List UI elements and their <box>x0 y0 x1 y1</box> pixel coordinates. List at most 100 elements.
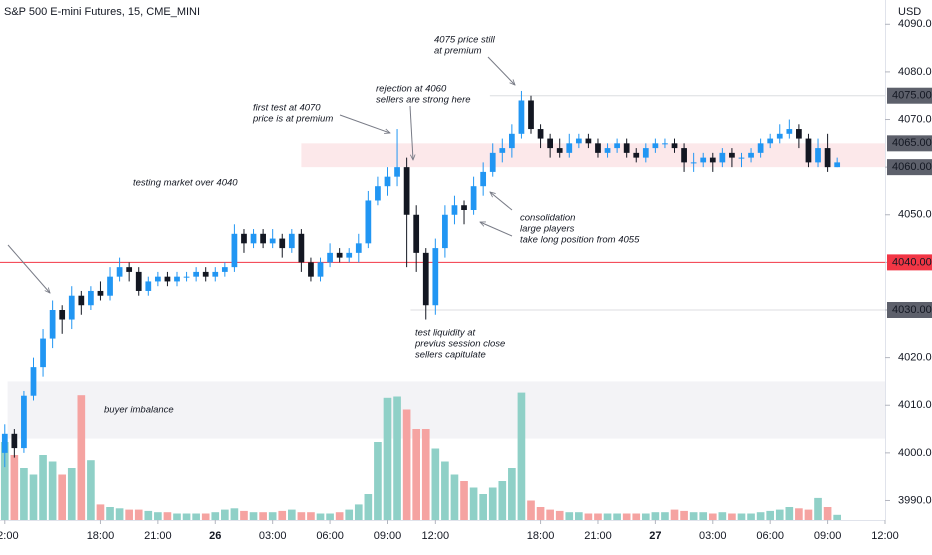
x-tick-label: 09:00 <box>374 530 402 542</box>
candle-body <box>690 162 697 164</box>
axes: 3990.00 4000.00 4010.00 4020.00 4030.00 4040.… <box>0 18 932 542</box>
candle-body <box>183 276 190 278</box>
annotation: test liquidity at <box>415 328 476 339</box>
candle-body <box>681 148 687 163</box>
price-label: 4075.00 <box>892 90 932 102</box>
x-tick-label: 21:00 <box>584 530 612 542</box>
candle-body <box>451 205 458 215</box>
volume-bar <box>240 510 248 520</box>
candle-body <box>623 143 630 153</box>
x-tick-label: 12:00 <box>422 530 450 542</box>
candle-body <box>518 100 525 134</box>
annotation: large players <box>520 224 575 235</box>
volume-bar <box>374 442 382 520</box>
candle-body <box>470 186 477 210</box>
price-label-box <box>887 302 932 318</box>
volume-bar <box>661 512 669 520</box>
x-tick-label: 03:00 <box>259 530 287 542</box>
candle-body <box>145 281 152 291</box>
candle-body <box>508 133 515 149</box>
volume-bar <box>479 494 487 520</box>
candle-body <box>88 290 94 306</box>
volume-bar <box>737 513 746 520</box>
candle-body <box>528 100 534 130</box>
candle-body <box>59 310 66 320</box>
volume-bar <box>641 513 650 520</box>
candle-body <box>269 238 276 244</box>
candle-body <box>298 233 305 263</box>
candle-body <box>202 271 209 277</box>
candle-body <box>260 233 266 244</box>
candle-body <box>327 252 333 263</box>
volume-bar <box>402 409 411 520</box>
candle-body <box>700 157 707 163</box>
price-label-box <box>887 159 932 176</box>
annotation: 4075 price still <box>434 35 496 46</box>
candle-body <box>815 148 821 163</box>
candle-body <box>40 338 46 368</box>
volume-bar <box>259 512 267 520</box>
candle-body <box>212 271 219 277</box>
y-tick-label: 3990.00 <box>898 494 932 506</box>
annotation: first test at 4070 <box>253 103 321 114</box>
candle-body <box>652 143 659 149</box>
y-tick-label: 4000.00 <box>898 447 932 459</box>
candle-body <box>595 143 601 153</box>
volume-bar <box>192 513 200 520</box>
annotation: testing market over 4040 <box>133 178 238 189</box>
volume-bar <box>441 461 449 520</box>
candle-body <box>1 433 8 453</box>
volume-bar <box>594 513 602 520</box>
candle-body <box>796 129 802 139</box>
arrow <box>409 105 413 160</box>
candle-body <box>154 276 161 282</box>
candle-body <box>442 214 448 249</box>
candle-body <box>642 148 649 158</box>
candle-body <box>164 276 171 282</box>
volume-bar <box>728 513 736 520</box>
volume-bar <box>106 507 114 520</box>
candle-body <box>394 167 400 177</box>
candle-body <box>241 233 247 244</box>
y-tick-label: 4080.00 <box>898 66 932 78</box>
volume-bar <box>287 509 296 520</box>
candle-body <box>633 152 640 158</box>
x-tick-label: 03:00 <box>699 530 727 542</box>
volume-bar <box>87 460 95 520</box>
candle-body <box>221 267 228 272</box>
candle-body <box>68 295 75 320</box>
volume-bar <box>775 509 784 520</box>
candle-body <box>432 248 439 306</box>
y-tick-label: 4070.00 <box>898 113 932 125</box>
candle-body <box>365 200 372 244</box>
volume-bar <box>536 507 545 520</box>
volume-bar <box>622 513 631 520</box>
volume-bar <box>182 513 191 520</box>
volume-bar <box>670 509 679 520</box>
annotation: take long position from 4055 <box>520 235 640 246</box>
candle-body <box>384 176 391 187</box>
volume-bar <box>565 512 574 520</box>
volume-bar <box>144 510 153 520</box>
chart-title: S&P 500 E-mini Futures, 15, CME_MINI <box>4 6 200 18</box>
volume-bar <box>393 396 401 520</box>
price-label: 4040.00 <box>892 256 932 268</box>
candle-body <box>97 290 104 296</box>
arrow <box>480 221 513 237</box>
volume-bar <box>134 509 143 520</box>
candle-body <box>355 243 362 253</box>
background-layer <box>0 95 886 439</box>
price-label: 4060.00 <box>892 161 932 173</box>
zone <box>301 143 885 168</box>
candle-body <box>767 138 774 144</box>
volume-bar <box>10 455 19 520</box>
volume-bar <box>211 512 220 520</box>
candle-body <box>748 152 754 158</box>
volume-bar <box>785 507 794 520</box>
x-tick-label: 26 <box>209 530 221 542</box>
volume-bar <box>517 392 526 520</box>
volume-bar <box>699 512 708 520</box>
volume-bar <box>469 487 478 520</box>
candle-body <box>738 157 745 159</box>
